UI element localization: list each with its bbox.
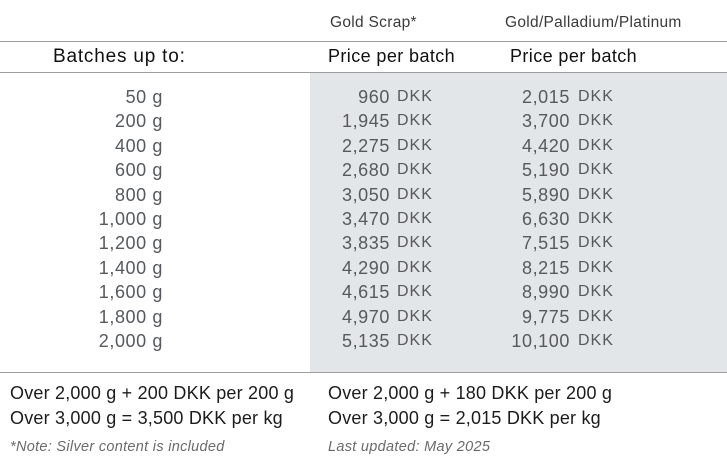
- column-header-gold-scrap: Gold Scrap*: [330, 14, 417, 31]
- last-updated-footnote: Last updated: May 2025: [328, 439, 491, 455]
- price-per-batch-label-gpp: Price per batch: [510, 46, 638, 66]
- currency-label: DKK: [397, 88, 433, 105]
- table-row: 1,000 g 3,470 DKK 6,630 DKK: [0, 207, 727, 231]
- gold-scrap-price-cell: 4,290: [341, 257, 390, 278]
- currency-label: DKK: [397, 161, 433, 179]
- batch-size-cell: 200 g: [114, 111, 163, 132]
- gpp-price-cell: 7,515: [521, 233, 570, 254]
- gpp-price-cell: 5,190: [521, 160, 570, 181]
- gpp-price-cell: 6,630: [521, 208, 570, 229]
- column-header-gold-palladium-platinum: Gold/Palladium/Platinum: [505, 14, 682, 31]
- currency-label: DKK: [397, 209, 433, 227]
- gold-scrap-price-cell: 4,970: [341, 306, 390, 327]
- currency-label: DKK: [578, 209, 614, 227]
- currency-label: DKK: [397, 331, 433, 349]
- currency-label: DKK: [578, 331, 614, 349]
- table-row: 200 g 1,945 DKK 3,700 DKK: [0, 109, 727, 133]
- table-row: 1,400 g 4,290 DKK 8,215 DKK: [0, 256, 727, 280]
- table-row: 1,600 g 4,615 DKK 8,990 DKK: [0, 280, 727, 304]
- batch-size-cell: 400 g: [114, 135, 163, 156]
- gold-scrap-over-2000-rule: Over 2,000 g + 200 DKK per 200 g: [10, 383, 295, 403]
- table-row: 1,800 g 4,970 DKK 9,775 DKK: [0, 305, 727, 329]
- gpp-price-cell: 8,215: [521, 257, 570, 278]
- batch-size-cell: 1,800 g: [98, 306, 163, 327]
- divider-under-column-headers: [0, 41, 727, 42]
- gold-scrap-price-cell: 960: [358, 87, 390, 107]
- table-row: 600 g 2,680 DKK 5,190 DKK: [0, 158, 727, 182]
- currency-label: DKK: [397, 136, 433, 154]
- gold-scrap-over-3000-rule: Over 3,000 g = 3,500 DKK per kg: [10, 408, 283, 428]
- price-per-batch-label-gold-scrap: Price per batch: [328, 46, 456, 66]
- table-row: 400 g 2,275 DKK 4,420 DKK: [0, 134, 727, 158]
- currency-label: DKK: [578, 88, 614, 105]
- gold-scrap-price-cell: 4,615: [341, 282, 390, 303]
- gpp-price-cell: 10,100: [511, 330, 570, 351]
- table-row: 2,000 g 5,135 DKK 10,100 DKK: [0, 329, 727, 353]
- currency-label: DKK: [578, 136, 614, 154]
- batch-size-cell: 1,200 g: [98, 233, 163, 254]
- batch-size-cell: 2,000 g: [98, 330, 163, 351]
- currency-label: DKK: [397, 258, 433, 276]
- gpp-price-cell: 5,890: [521, 184, 570, 205]
- batches-up-to-label: Batches up to:: [53, 46, 186, 67]
- currency-label: DKK: [578, 283, 614, 301]
- table-rows: 50 g 960 DKK 2,015 DKK 200 g 1,945 DKK 3,700 DKK 4…: [0, 85, 727, 353]
- gold-scrap-price-cell: 5,135: [341, 330, 390, 351]
- gold-scrap-price-cell: 3,470: [341, 208, 390, 229]
- table-row: 800 g 3,050 DKK 5,890 DKK: [0, 183, 727, 207]
- gold-scrap-price-cell: 2,680: [341, 160, 390, 181]
- table-row: 1,200 g 3,835 DKK 7,515 DKK: [0, 231, 727, 255]
- batch-size-cell: 800 g: [114, 184, 163, 205]
- gpp-price-cell: 3,700: [521, 111, 570, 132]
- currency-label: DKK: [397, 185, 433, 203]
- currency-label: DKK: [578, 112, 614, 130]
- gpp-price-cell: 9,775: [521, 306, 570, 327]
- gpp-price-cell: 4,420: [521, 135, 570, 156]
- currency-label: DKK: [578, 161, 614, 179]
- gpp-price-cell: 8,990: [521, 282, 570, 303]
- price-columns-background: [310, 73, 727, 372]
- gold-scrap-price-cell: 3,050: [341, 184, 390, 205]
- batch-size-cell: 1,000 g: [98, 208, 163, 229]
- currency-label: DKK: [578, 258, 614, 276]
- divider-above-footer: [0, 372, 727, 373]
- currency-label: DKK: [578, 185, 614, 203]
- table-row: 50 g 960 DKK 2,015 DKK: [0, 85, 727, 109]
- currency-label: DKK: [397, 283, 433, 301]
- gold-scrap-price-cell: 3,835: [341, 233, 390, 254]
- divider-under-subheaders: [0, 72, 727, 73]
- gpp-over-3000-rule: Over 3,000 g = 2,015 DKK per kg: [328, 408, 601, 428]
- batch-size-cell: 1,400 g: [98, 257, 163, 278]
- gold-scrap-price-cell: 1,945: [341, 111, 390, 132]
- batch-size-cell: 600 g: [114, 160, 163, 181]
- gpp-over-2000-rule: Over 2,000 g + 180 DKK per 200 g: [328, 383, 613, 403]
- batch-size-cell: 1,600 g: [98, 282, 163, 303]
- gold-scrap-price-cell: 2,275: [341, 135, 390, 156]
- currency-label: DKK: [397, 234, 433, 252]
- batch-size-cell: 50 g: [125, 87, 163, 107]
- currency-label: DKK: [578, 234, 614, 252]
- silver-content-footnote: *Note: Silver content is included: [10, 439, 225, 455]
- currency-label: DKK: [397, 307, 433, 325]
- gpp-price-cell: 2,015: [521, 87, 570, 107]
- currency-label: DKK: [397, 112, 433, 130]
- currency-label: DKK: [578, 307, 614, 325]
